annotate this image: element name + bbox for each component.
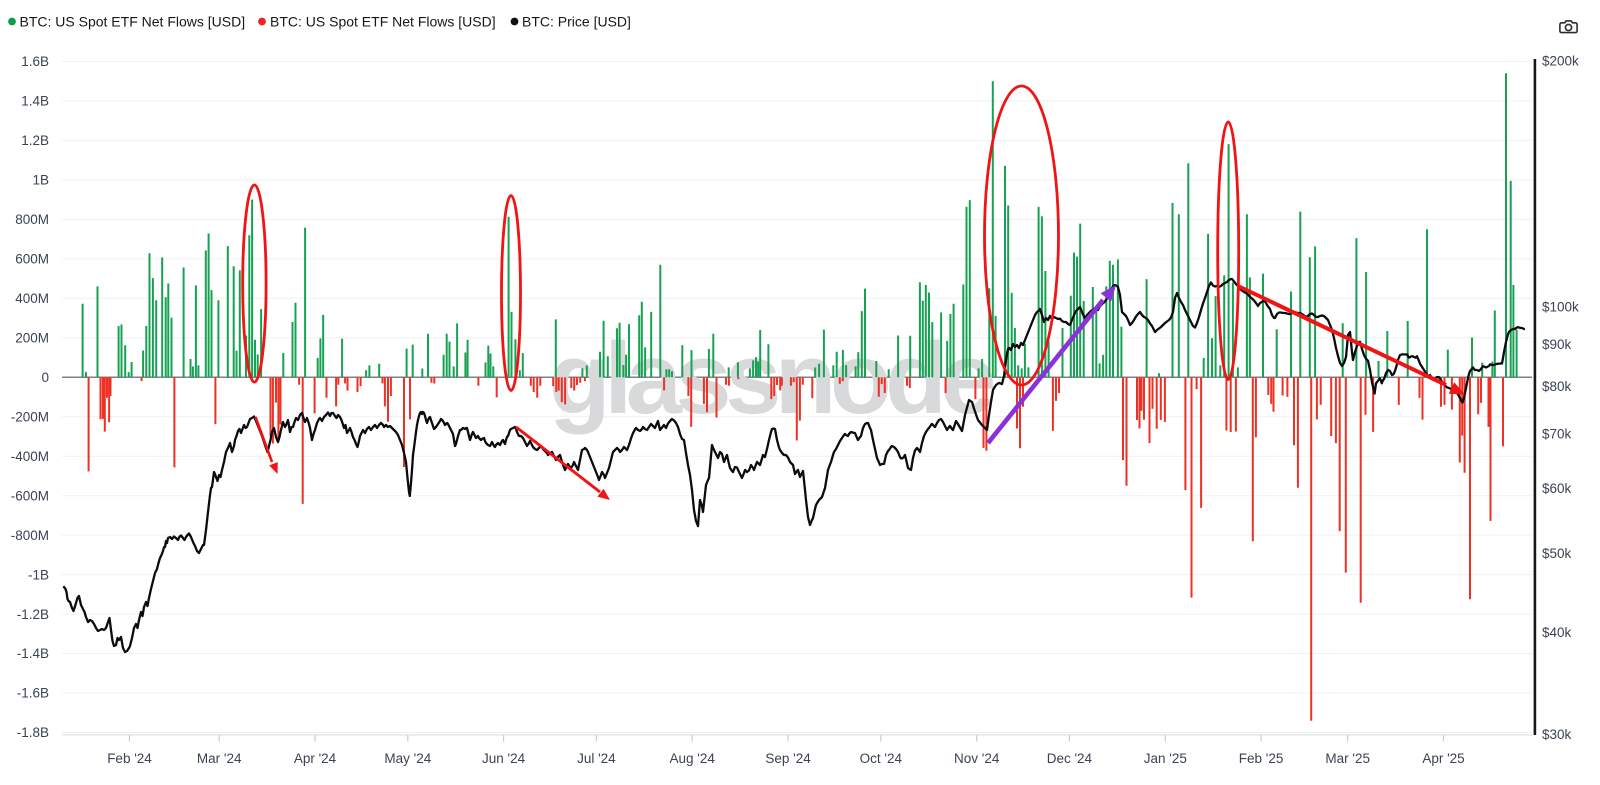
svg-text:Apr '25: Apr '25 (1422, 751, 1464, 766)
svg-text:1.2B: 1.2B (21, 133, 49, 148)
svg-text:Jul '24: Jul '24 (577, 751, 616, 766)
svg-text:-600M: -600M (11, 488, 49, 503)
svg-text:-1.6B: -1.6B (17, 686, 49, 701)
svg-text:BTC: US Spot ETF Net Flows [US: BTC: US Spot ETF Net Flows [USD] (270, 14, 496, 30)
svg-text:$30k: $30k (1542, 727, 1572, 742)
svg-text:Nov '24: Nov '24 (954, 751, 1000, 766)
svg-text:-1B: -1B (28, 567, 49, 582)
svg-text:$200k: $200k (1542, 54, 1579, 69)
svg-text:200M: 200M (15, 331, 49, 346)
svg-text:Dec '24: Dec '24 (1047, 751, 1093, 766)
svg-text:-1.4B: -1.4B (17, 646, 49, 661)
svg-text:$80k: $80k (1542, 379, 1572, 394)
svg-text:0: 0 (41, 370, 49, 385)
svg-text:-1.2B: -1.2B (17, 607, 49, 622)
svg-text:Jun '24: Jun '24 (482, 751, 526, 766)
svg-text:Feb '24: Feb '24 (107, 751, 152, 766)
svg-text:-800M: -800M (11, 528, 49, 543)
svg-text:May '24: May '24 (384, 751, 431, 766)
svg-text:$40k: $40k (1542, 625, 1572, 640)
svg-text:Jan '25: Jan '25 (1144, 751, 1187, 766)
svg-text:$60k: $60k (1542, 481, 1572, 496)
svg-text:800M: 800M (15, 212, 49, 227)
svg-text:Mar '24: Mar '24 (197, 751, 242, 766)
svg-text:-400M: -400M (11, 449, 49, 464)
svg-text:-1.8B: -1.8B (17, 725, 49, 740)
svg-text:Aug '24: Aug '24 (670, 751, 716, 766)
svg-text:BTC: US Spot ETF Net Flows [US: BTC: US Spot ETF Net Flows [USD] (20, 14, 246, 30)
svg-text:400M: 400M (15, 291, 49, 306)
svg-text:$100k: $100k (1542, 300, 1579, 315)
svg-text:-200M: -200M (11, 409, 49, 424)
svg-text:$50k: $50k (1542, 546, 1572, 561)
svg-text:Sep '24: Sep '24 (765, 751, 811, 766)
svg-text:600M: 600M (15, 252, 49, 267)
svg-text:$90k: $90k (1542, 337, 1572, 352)
svg-text:BTC: Price [USD]: BTC: Price [USD] (522, 14, 631, 30)
svg-text:Mar '25: Mar '25 (1325, 751, 1370, 766)
svg-text:1B: 1B (32, 173, 49, 188)
svg-text:Apr '24: Apr '24 (294, 751, 337, 766)
svg-text:1.4B: 1.4B (21, 94, 49, 109)
svg-text:1.6B: 1.6B (21, 54, 49, 69)
svg-text:Feb '25: Feb '25 (1239, 751, 1284, 766)
svg-text:Oct '24: Oct '24 (860, 751, 903, 766)
svg-text:$70k: $70k (1542, 426, 1572, 441)
